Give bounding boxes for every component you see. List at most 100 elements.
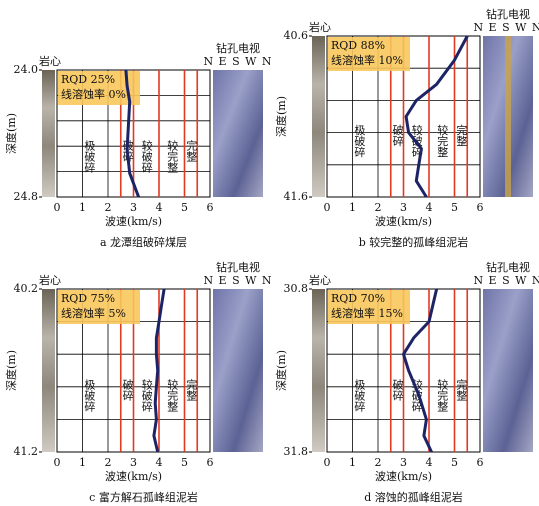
y-tick-label: 31.8 bbox=[284, 445, 309, 458]
rqd-box bbox=[328, 290, 410, 324]
zone-label: 破碎 bbox=[391, 377, 404, 401]
zone-label: 完整 bbox=[455, 377, 468, 400]
y-tick-label: 41.2 bbox=[14, 445, 39, 458]
tv-label: 钻孔电视 bbox=[216, 260, 260, 274]
x-tick-label: 6 bbox=[207, 456, 214, 469]
x-tick-label: 4 bbox=[426, 456, 433, 469]
y-axis-label: 深度(m) bbox=[4, 350, 18, 391]
zone-label: 较完整 bbox=[436, 123, 449, 157]
core-label: 岩心 bbox=[309, 20, 331, 34]
x-tick-label: 0 bbox=[324, 201, 331, 214]
x-tick-label: 5 bbox=[451, 201, 458, 214]
rqd-box bbox=[328, 37, 410, 71]
annotation: RQD 88% bbox=[331, 39, 385, 52]
borehole-tv-image bbox=[213, 70, 263, 197]
zone-label: 较破碎 bbox=[140, 377, 153, 412]
x-tick-label: 6 bbox=[477, 456, 484, 469]
panel-caption: b 较完整的孤峰组泥岩 bbox=[359, 235, 469, 249]
x-axis-label: 波速(km/s) bbox=[375, 215, 432, 228]
x-tick-label: 4 bbox=[156, 201, 163, 214]
x-tick-label: 2 bbox=[105, 201, 112, 214]
x-axis-label: 波速(km/s) bbox=[375, 470, 432, 483]
x-tick-label: 2 bbox=[375, 201, 382, 214]
tv-label: 钻孔电视 bbox=[486, 7, 530, 21]
zone-label: 较完整 bbox=[166, 139, 179, 173]
x-tick-label: 5 bbox=[181, 201, 188, 214]
y-axis-label: 深度(m) bbox=[4, 113, 18, 154]
zone-label: 破碎 bbox=[121, 377, 134, 401]
x-tick-label: 5 bbox=[181, 456, 188, 469]
annotation: 线溶蚀率 10% bbox=[331, 53, 403, 67]
compass-label: N E S W N bbox=[473, 274, 539, 287]
y-tick-label: 24.0 bbox=[14, 63, 39, 76]
compass-label: N E S W N bbox=[203, 274, 272, 287]
x-tick-label: 1 bbox=[79, 201, 86, 214]
zone-label: 较完整 bbox=[166, 377, 179, 411]
zone-label: 完整 bbox=[455, 123, 468, 146]
x-tick-label: 4 bbox=[156, 456, 163, 469]
velocity-curve bbox=[404, 35, 469, 198]
core-image bbox=[42, 70, 55, 197]
y-tick-label: 30.8 bbox=[284, 282, 309, 295]
zone-label: 完整 bbox=[185, 377, 198, 400]
x-tick-label: 3 bbox=[400, 201, 407, 214]
zone-label: 极破碎 bbox=[353, 123, 366, 158]
annotation: 线溶蚀率 0% bbox=[61, 87, 126, 101]
core-image bbox=[312, 36, 325, 197]
annotation: RQD 70% bbox=[331, 292, 385, 305]
core-label: 岩心 bbox=[39, 54, 61, 68]
core-image bbox=[312, 289, 325, 452]
x-tick-label: 2 bbox=[105, 456, 112, 469]
compass-label: N E S W N bbox=[473, 21, 539, 34]
zone-label: 极破碎 bbox=[83, 377, 96, 412]
x-axis-label: 波速(km/s) bbox=[105, 215, 162, 228]
zone-label: 破碎 bbox=[391, 123, 404, 147]
x-tick-label: 0 bbox=[324, 456, 331, 469]
x-tick-label: 4 bbox=[426, 201, 433, 214]
zone-label: 较破碎 bbox=[140, 139, 153, 174]
x-tick-label: 1 bbox=[349, 456, 356, 469]
tv-label: 钻孔电视 bbox=[216, 41, 260, 55]
y-tick-label: 41.6 bbox=[284, 190, 309, 203]
zone-label: 完整 bbox=[185, 139, 198, 162]
velocity-curve bbox=[402, 288, 439, 453]
y-tick-label: 40.6 bbox=[284, 29, 309, 42]
borehole-tv-image bbox=[483, 289, 533, 452]
x-tick-label: 6 bbox=[207, 201, 214, 214]
tv-stripe bbox=[505, 36, 511, 197]
x-tick-label: 5 bbox=[451, 456, 458, 469]
annotation: 线溶蚀率 5% bbox=[61, 306, 126, 320]
annotation: RQD 25% bbox=[61, 73, 115, 86]
y-tick-label: 40.2 bbox=[14, 282, 39, 295]
zone-label: 较完整 bbox=[436, 377, 449, 411]
annotation: RQD 75% bbox=[61, 292, 115, 305]
tv-label: 钻孔电视 bbox=[486, 260, 530, 274]
zone-label: 极破碎 bbox=[83, 139, 96, 174]
core-image bbox=[42, 289, 55, 452]
x-axis-label: 波速(km/s) bbox=[105, 470, 162, 483]
compass-label: N E S W N bbox=[203, 55, 272, 68]
x-tick-label: 0 bbox=[54, 456, 61, 469]
x-tick-label: 6 bbox=[477, 201, 484, 214]
x-tick-label: 3 bbox=[130, 201, 137, 214]
panel-caption: d 溶蚀的孤峰组泥岩 bbox=[364, 490, 463, 504]
core-label: 岩心 bbox=[39, 273, 61, 287]
y-axis-label: 深度(m) bbox=[274, 350, 288, 391]
y-tick-label: 24.8 bbox=[14, 190, 39, 203]
rqd-box bbox=[58, 290, 140, 324]
y-axis-label: 深度(m) bbox=[274, 96, 288, 137]
x-tick-label: 1 bbox=[79, 456, 86, 469]
x-tick-label: 3 bbox=[130, 456, 137, 469]
panel-caption: a 龙潭组破碎煤层 bbox=[100, 235, 187, 249]
x-tick-label: 0 bbox=[54, 201, 61, 214]
borehole-tv-image bbox=[213, 289, 263, 452]
x-tick-label: 2 bbox=[375, 456, 382, 469]
panel-caption: c 富方解石孤峰组泥岩 bbox=[89, 490, 198, 504]
annotation: 线溶蚀率 15% bbox=[331, 306, 403, 320]
velocity-curve bbox=[124, 69, 141, 198]
zone-label: 极破碎 bbox=[353, 377, 366, 412]
x-tick-label: 3 bbox=[400, 456, 407, 469]
core-label: 岩心 bbox=[309, 273, 331, 287]
velocity-curve bbox=[152, 288, 166, 453]
